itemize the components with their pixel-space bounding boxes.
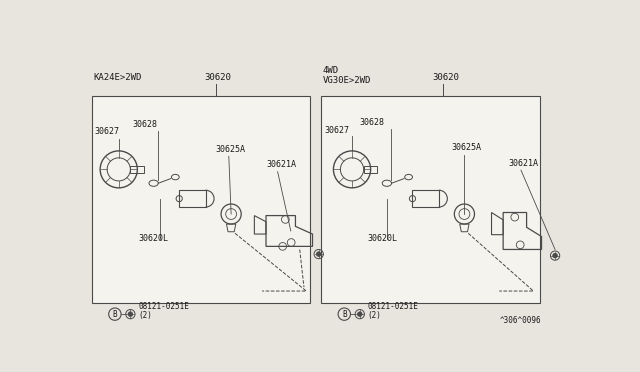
Circle shape: [553, 253, 557, 258]
Text: B: B: [113, 310, 117, 319]
Text: 4WD: 4WD: [323, 66, 339, 75]
Circle shape: [128, 312, 132, 317]
Text: ^306^0096: ^306^0096: [499, 316, 541, 325]
Text: (2): (2): [367, 311, 381, 320]
Circle shape: [358, 312, 362, 317]
Text: VG30E>2WD: VG30E>2WD: [323, 77, 371, 86]
Text: 30627: 30627: [95, 127, 120, 136]
Text: 30621A: 30621A: [266, 160, 296, 169]
Text: KA24E>2WD: KA24E>2WD: [93, 73, 141, 82]
Bar: [321, 96, 540, 302]
Bar: [92, 96, 310, 302]
Text: 30621A: 30621A: [509, 159, 539, 168]
Circle shape: [316, 252, 321, 256]
Text: 08121-0251E: 08121-0251E: [138, 302, 189, 311]
Text: 30627: 30627: [324, 126, 349, 135]
Text: 30628: 30628: [132, 119, 157, 129]
Text: 08121-0251E: 08121-0251E: [367, 302, 419, 311]
Text: 30620: 30620: [204, 73, 231, 82]
Bar: [412, 190, 439, 207]
Text: B: B: [342, 310, 347, 319]
Text: 30620L: 30620L: [138, 234, 168, 243]
Text: 30625A: 30625A: [216, 145, 246, 154]
Text: 30620L: 30620L: [367, 234, 397, 243]
Text: (2): (2): [138, 311, 152, 320]
Text: 30625A: 30625A: [451, 144, 481, 153]
Text: 30620: 30620: [433, 73, 460, 82]
Text: 30628: 30628: [360, 118, 385, 127]
Bar: [179, 190, 205, 207]
